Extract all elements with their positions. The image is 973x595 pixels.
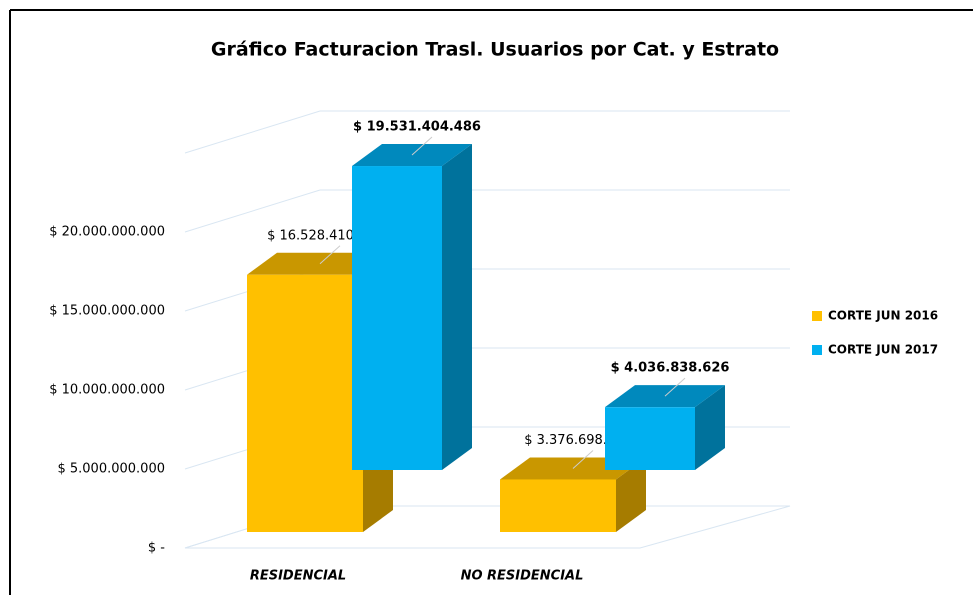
bar-side [616, 457, 646, 532]
y-tick-label: $ 15.000.000.000 [49, 304, 165, 319]
leader-line [411, 136, 433, 156]
y-tick-label: $ 10.000.000.000 [49, 383, 165, 398]
x-tick-label: NO RESIDENCIAL [461, 569, 584, 584]
x-tick-label: RESIDENCIAL [250, 569, 346, 584]
legend-label: CORTE JUN 2017 [828, 343, 938, 357]
bar-side [442, 144, 472, 470]
bar-side [695, 385, 725, 470]
leader-line [664, 377, 686, 397]
grid-line [184, 110, 790, 154]
bar [605, 407, 695, 470]
grid-line [184, 189, 790, 233]
legend-label: CORTE JUN 2016 [828, 309, 938, 323]
leader-line [319, 245, 341, 265]
bar [500, 479, 616, 532]
bar [247, 274, 363, 532]
y-tick-label: $ 5.000.000.000 [57, 462, 165, 477]
y-tick-label: $ - [148, 541, 165, 556]
value-label: $ 4.036.838.626 [611, 361, 730, 376]
bar [352, 166, 442, 470]
chart-title: Gráfico Facturacion Trasl. Usuarios por … [211, 39, 779, 61]
value-label: $ 19.531.404.486 [353, 120, 481, 135]
legend-swatch [812, 345, 822, 355]
y-tick-label: $ 20.000.000.000 [49, 225, 165, 240]
leader-line [572, 450, 594, 469]
value-label: $ 3.376.698.824 [524, 433, 632, 448]
legend-swatch [812, 311, 822, 321]
